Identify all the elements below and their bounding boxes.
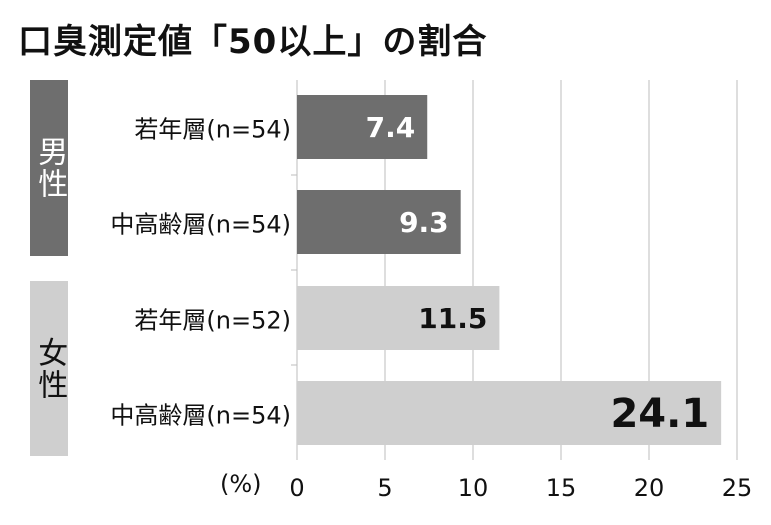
bar xyxy=(297,286,500,350)
x-tick-label: 5 xyxy=(377,474,392,502)
bar-value-label: 9.3 xyxy=(399,206,449,239)
x-axis-unit: (%) xyxy=(220,470,262,498)
x-tick-label: 10 xyxy=(458,474,489,502)
x-tick-label: 0 xyxy=(289,474,304,502)
bar-value-label: 7.4 xyxy=(366,111,416,144)
category-label: 中高齢層(n=54) xyxy=(110,210,291,239)
group-label: 女性 xyxy=(32,336,68,401)
x-tick-label: 15 xyxy=(546,474,577,502)
x-tick-label: 25 xyxy=(722,474,753,502)
category-label: 若年層(n=52) xyxy=(134,306,291,335)
group-label-box: 女性 xyxy=(30,281,68,456)
bar xyxy=(297,95,428,159)
bar-value-label: 11.5 xyxy=(418,302,487,335)
chart-title: 口臭測定値「50以上」の割合 xyxy=(18,22,488,62)
bar xyxy=(297,190,461,254)
bar xyxy=(297,381,722,445)
category-label: 中高齢層(n=54) xyxy=(110,401,291,430)
x-tick-label: 20 xyxy=(634,474,665,502)
bar-value-label: 24.1 xyxy=(610,391,709,437)
category-label: 若年層(n=54) xyxy=(134,115,291,144)
group-label-box: 男性 xyxy=(30,80,68,256)
group-label: 男性 xyxy=(32,136,68,200)
